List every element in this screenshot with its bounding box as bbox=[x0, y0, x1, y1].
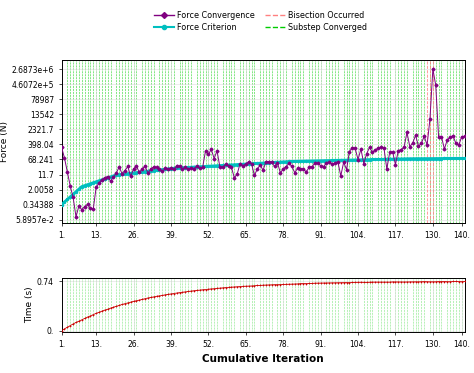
X-axis label: Cumulative Iteration: Cumulative Iteration bbox=[202, 354, 324, 364]
Y-axis label: Force (N): Force (N) bbox=[0, 121, 9, 162]
Legend: Force Convergence, Force Criterion, Bisection Occurred, Substep Converged: Force Convergence, Force Criterion, Bise… bbox=[151, 8, 371, 35]
Y-axis label: Time (s): Time (s) bbox=[25, 286, 34, 323]
